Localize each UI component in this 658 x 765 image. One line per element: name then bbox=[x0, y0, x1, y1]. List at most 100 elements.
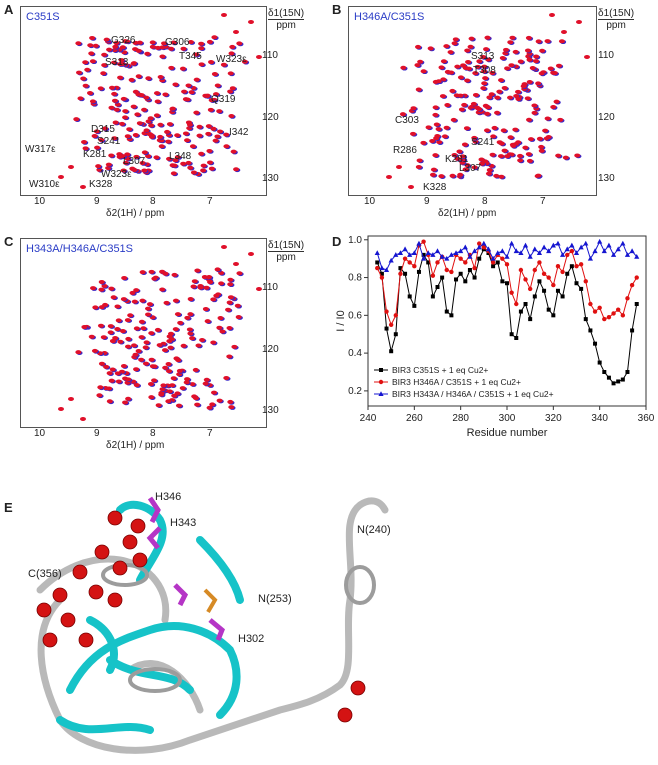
data-point bbox=[426, 260, 431, 265]
peak-red bbox=[539, 48, 546, 53]
peak-red bbox=[73, 117, 80, 122]
peak-red bbox=[149, 40, 156, 45]
peak-red bbox=[80, 417, 86, 421]
peak-red bbox=[214, 83, 221, 88]
peak-red bbox=[525, 152, 532, 157]
peak-red bbox=[124, 152, 131, 157]
peak-red bbox=[524, 96, 531, 101]
data-point bbox=[421, 239, 426, 244]
peak-red bbox=[187, 165, 194, 170]
x-tick-label: 320 bbox=[545, 413, 562, 424]
coil-detail bbox=[101, 563, 376, 693]
peak-red bbox=[576, 20, 582, 24]
peak-red bbox=[202, 307, 209, 312]
peak-red bbox=[410, 106, 417, 111]
peak-red bbox=[190, 170, 197, 175]
peak-red bbox=[94, 145, 101, 150]
peak-red bbox=[507, 135, 514, 140]
peak-red bbox=[461, 102, 468, 107]
peak-red bbox=[170, 40, 177, 45]
peak-red bbox=[198, 62, 205, 67]
data-point bbox=[536, 250, 543, 255]
sphere bbox=[42, 632, 58, 648]
peak-red bbox=[148, 331, 155, 336]
data-point bbox=[472, 275, 477, 280]
y-tick-label: 0.4 bbox=[348, 348, 362, 359]
data-point bbox=[393, 313, 398, 318]
peak-red bbox=[256, 287, 262, 291]
data-point bbox=[528, 317, 533, 322]
data-point bbox=[398, 266, 403, 271]
peak-red bbox=[135, 48, 142, 53]
peak-red bbox=[119, 45, 126, 50]
data-point bbox=[514, 336, 519, 340]
label-c356: C(356) bbox=[28, 568, 62, 580]
peak-red bbox=[227, 277, 234, 282]
peak-red bbox=[484, 105, 491, 110]
x-tick-label: 240 bbox=[360, 413, 377, 424]
peak-red bbox=[219, 329, 226, 334]
peak-red bbox=[417, 59, 424, 64]
data-point bbox=[453, 250, 459, 255]
peak-red bbox=[435, 79, 442, 84]
peak-red bbox=[125, 344, 132, 349]
peak-red bbox=[82, 60, 89, 65]
panel-c-xtick-8: 8 bbox=[150, 428, 156, 439]
peak-red bbox=[520, 84, 527, 89]
peak-red bbox=[538, 71, 545, 76]
data-point bbox=[421, 255, 427, 261]
data-point bbox=[463, 279, 468, 284]
peak-red bbox=[211, 35, 218, 40]
peak-red bbox=[171, 272, 178, 277]
peak-red bbox=[132, 352, 139, 357]
data-point bbox=[434, 248, 441, 254]
x-tick-label: 300 bbox=[499, 413, 516, 424]
data-point bbox=[388, 257, 394, 263]
peak-red bbox=[484, 35, 491, 40]
peak-red bbox=[174, 391, 181, 396]
panel-letter-c: C bbox=[4, 234, 14, 249]
peak-red bbox=[459, 154, 466, 159]
peak-red bbox=[205, 124, 212, 129]
y-tick-label: 0.8 bbox=[348, 273, 362, 284]
peak-assignment-label: I342 bbox=[229, 127, 249, 138]
peak-red bbox=[227, 71, 234, 76]
peak-red bbox=[180, 161, 187, 166]
peak-red bbox=[457, 93, 464, 98]
peak-red bbox=[489, 152, 496, 157]
peak-red bbox=[186, 327, 193, 332]
sphere bbox=[337, 707, 353, 723]
data-point bbox=[440, 275, 445, 280]
peak-red bbox=[227, 89, 234, 94]
peak-red bbox=[106, 47, 113, 52]
peak-red bbox=[177, 320, 184, 325]
peak-assignment-label: W323ε bbox=[101, 169, 132, 180]
peak-red bbox=[145, 76, 152, 81]
data-point bbox=[485, 246, 492, 252]
data-point bbox=[477, 241, 482, 246]
peak-red bbox=[184, 138, 191, 143]
peak-red bbox=[226, 300, 233, 305]
data-point bbox=[458, 271, 463, 276]
peak-red bbox=[154, 327, 161, 332]
peak-red bbox=[155, 403, 162, 408]
peak-red bbox=[165, 399, 172, 404]
peak-red bbox=[171, 163, 178, 168]
peak-red bbox=[174, 155, 181, 160]
peak-red bbox=[159, 54, 166, 59]
panel-a-x-axis-label: δ2(1H) / ppm bbox=[106, 208, 165, 219]
panel-b-xtick-8: 8 bbox=[482, 196, 488, 207]
data-point bbox=[435, 285, 440, 289]
peak-red bbox=[241, 59, 248, 64]
peak-red bbox=[148, 269, 155, 274]
data-point bbox=[397, 250, 404, 255]
data-point bbox=[379, 271, 384, 276]
peak-red bbox=[532, 59, 539, 64]
peak-red bbox=[136, 40, 143, 45]
peak-red bbox=[112, 336, 119, 341]
peak-red bbox=[165, 362, 172, 367]
data-point bbox=[463, 260, 468, 265]
peak-red bbox=[408, 185, 414, 189]
peak-red bbox=[483, 128, 490, 133]
